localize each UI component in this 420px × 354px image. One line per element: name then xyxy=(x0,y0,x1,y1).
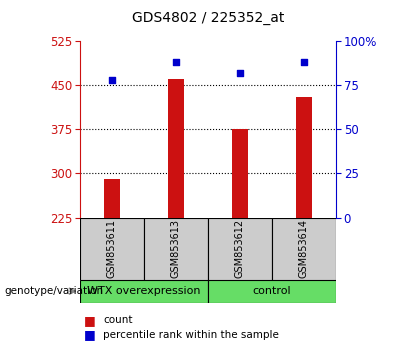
Bar xyxy=(296,97,312,218)
Text: GSM853613: GSM853613 xyxy=(171,219,181,278)
Text: ■: ■ xyxy=(84,328,96,341)
Text: control: control xyxy=(253,286,291,296)
FancyBboxPatch shape xyxy=(272,218,336,280)
Text: percentile rank within the sample: percentile rank within the sample xyxy=(103,330,279,339)
FancyBboxPatch shape xyxy=(208,280,336,303)
Point xyxy=(173,59,179,65)
Bar xyxy=(104,179,120,218)
FancyBboxPatch shape xyxy=(144,218,208,280)
Text: genotype/variation: genotype/variation xyxy=(4,286,103,296)
Text: GSM853614: GSM853614 xyxy=(299,219,309,278)
FancyBboxPatch shape xyxy=(80,218,144,280)
Text: GDS4802 / 225352_at: GDS4802 / 225352_at xyxy=(132,11,284,25)
Text: count: count xyxy=(103,315,132,325)
Point xyxy=(108,77,115,82)
Text: GSM853612: GSM853612 xyxy=(235,219,245,278)
Bar xyxy=(168,79,184,218)
Bar xyxy=(232,129,248,218)
Point xyxy=(236,70,243,75)
FancyBboxPatch shape xyxy=(208,218,272,280)
FancyBboxPatch shape xyxy=(80,280,208,303)
Text: WTX overexpression: WTX overexpression xyxy=(87,286,201,296)
Point xyxy=(301,59,307,65)
Text: GSM853611: GSM853611 xyxy=(107,219,117,278)
Text: ■: ■ xyxy=(84,314,96,327)
